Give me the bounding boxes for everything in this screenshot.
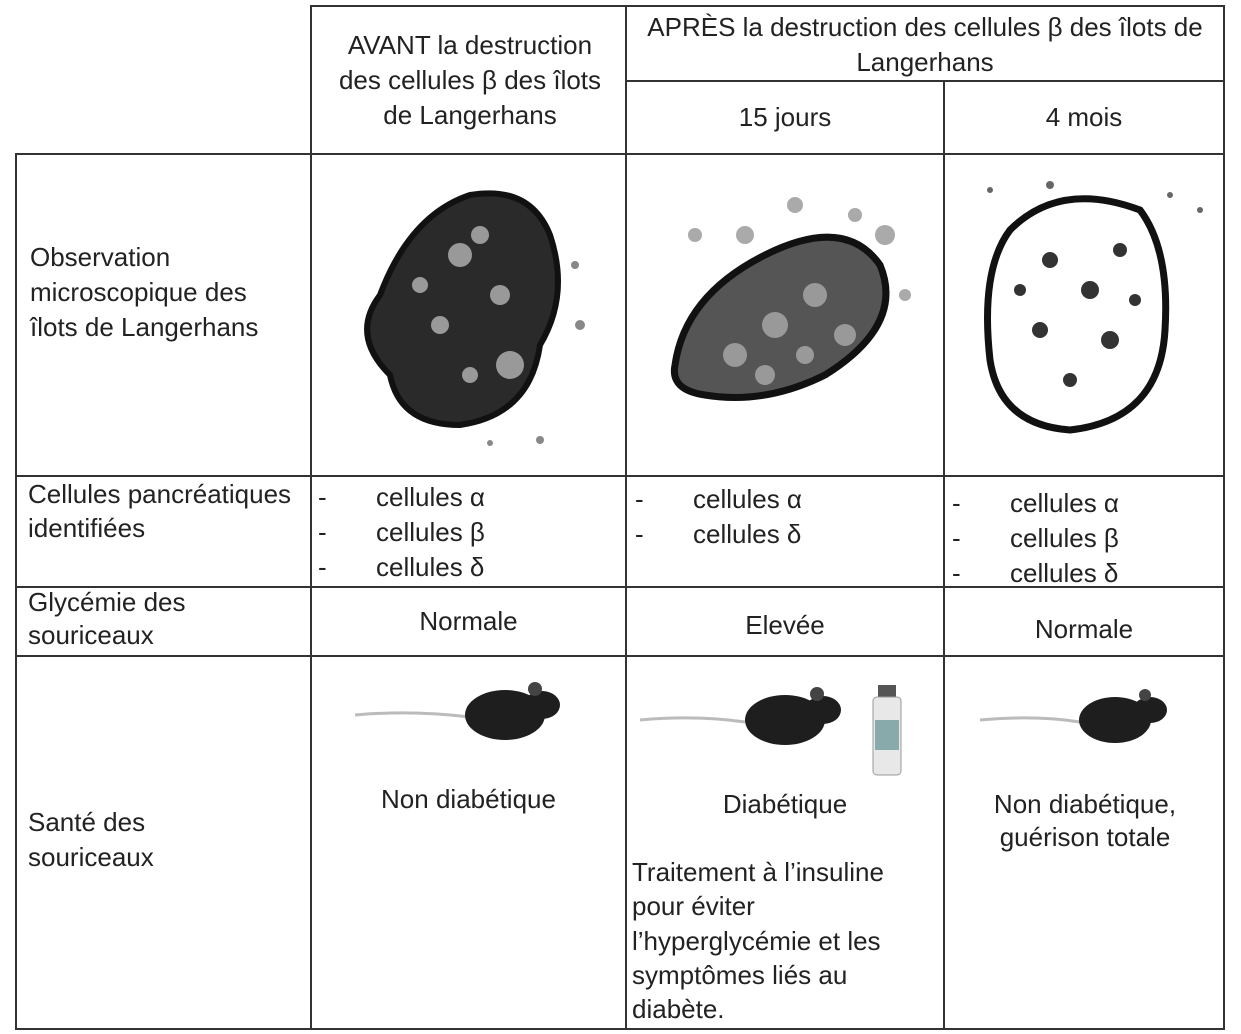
- cell-item: cellules α: [952, 486, 1119, 521]
- row-label: Santé des souriceaux: [28, 807, 154, 873]
- mouse-image: [354, 682, 560, 740]
- health-note: Traitement à l’insuline pour éviter l’hy…: [632, 857, 884, 1025]
- glycemia-value: Normale: [1034, 613, 1134, 644]
- header-after: APRÈS la destruction des cellules β des …: [647, 11, 1203, 77]
- rule: [15, 655, 1225, 657]
- health-value: Diabétique: [722, 789, 848, 819]
- row-label: Glycémie des souriceaux: [28, 587, 186, 650]
- cell-item: cellules δ: [318, 550, 485, 585]
- rule: [15, 586, 1225, 588]
- rule: [15, 1028, 1225, 1030]
- rule: [15, 153, 1225, 155]
- rule: [15, 475, 1225, 477]
- cell-list: cellules αcellules δ: [635, 482, 802, 552]
- cell-item: cellules α: [318, 480, 485, 515]
- rule: [312, 5, 1225, 7]
- cell-item: cellules α: [635, 482, 802, 517]
- cell-list: cellules αcellules βcellules δ: [318, 480, 485, 585]
- row-label: Observation microscopique des îlots de L…: [30, 242, 259, 343]
- row-label: Cellules pancréatiques identifiées: [28, 479, 292, 543]
- rule: [15, 153, 17, 1030]
- rule: [625, 5, 627, 1030]
- cell-list: cellules αcellules βcellules δ: [952, 486, 1119, 591]
- header-before: AVANT la destruction des cellules β des …: [338, 29, 602, 131]
- glycemia-value: Normale: [419, 605, 518, 636]
- islet-image: [670, 197, 911, 401]
- islet-image: [364, 190, 585, 446]
- mouse-image: [639, 685, 902, 776]
- health-value: Non diabétique, guérison totale: [993, 789, 1177, 852]
- cell-item: cellules β: [952, 521, 1119, 556]
- rule: [1223, 5, 1225, 1030]
- glycemia-value: Elevée: [745, 609, 825, 640]
- islet-image: [984, 181, 1203, 434]
- rule: [627, 80, 1225, 82]
- cell-item: cellules δ: [635, 517, 802, 552]
- header-15: 15 jours: [738, 101, 832, 132]
- health-value: Non diabétique: [381, 784, 556, 814]
- header-4: 4 mois: [1045, 101, 1123, 132]
- rule: [310, 5, 312, 1030]
- mouse-image: [979, 689, 1167, 743]
- cell-item: cellules β: [318, 515, 485, 550]
- cell-item: cellules δ: [952, 556, 1119, 591]
- rule: [943, 80, 945, 1030]
